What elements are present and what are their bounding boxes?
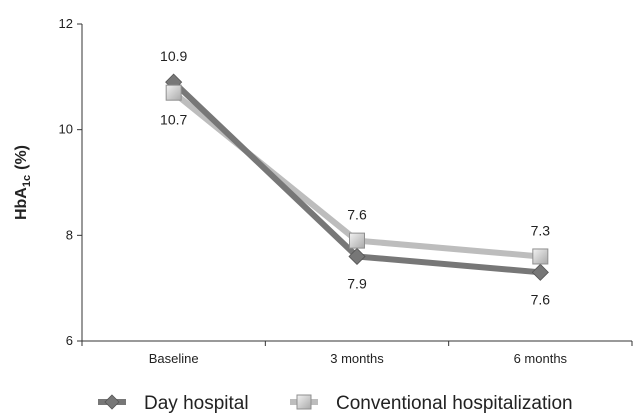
legend-label: Day hospital [144,393,249,414]
y-axis-title-subscript: 1c [21,175,33,187]
axes [81,24,632,342]
data-label: 7.9 [347,275,367,291]
legend: Day hospital Conventional hospitalization [98,393,573,414]
x-tick-label: Baseline [149,351,199,366]
diamond-marker [348,247,366,266]
y-axis-title-unit: (%) [13,145,30,170]
square-marker [296,394,312,410]
y-ticks: 6 8 10 12 [59,16,82,348]
y-tick-label: 6 [66,333,73,348]
series-layer [165,73,549,281]
legend-item: Conventional hospitalization [290,393,573,414]
diamond-marker [531,263,549,281]
data-labels: 10.9 10.7 7.6 7.9 7.3 7.6 [160,48,550,307]
y-tick-label: 12 [59,16,73,31]
x-tick-label: 6 months [514,351,568,366]
y-axis-title: HbA1c (%) [13,145,33,220]
data-label: 7.3 [531,222,551,238]
square-marker [349,232,365,249]
y-axis-title-main: HbA [13,187,30,220]
y-tick-label: 10 [59,122,73,137]
x-ticks: Baseline 3 months 6 months [81,341,633,366]
y-tick-label: 8 [66,227,73,242]
series-line [170,89,544,260]
data-label: 7.6 [531,291,551,307]
x-tick-label: 3 months [330,351,384,366]
diamond-marker [104,394,120,410]
square-marker [532,248,549,265]
data-label: 7.6 [347,207,367,223]
legend-item: Day hospital [98,393,249,414]
data-label: 10.7 [160,112,187,128]
legend-label: Conventional hospitalization [336,393,573,414]
data-label: 10.9 [160,48,187,64]
square-marker [165,84,182,101]
